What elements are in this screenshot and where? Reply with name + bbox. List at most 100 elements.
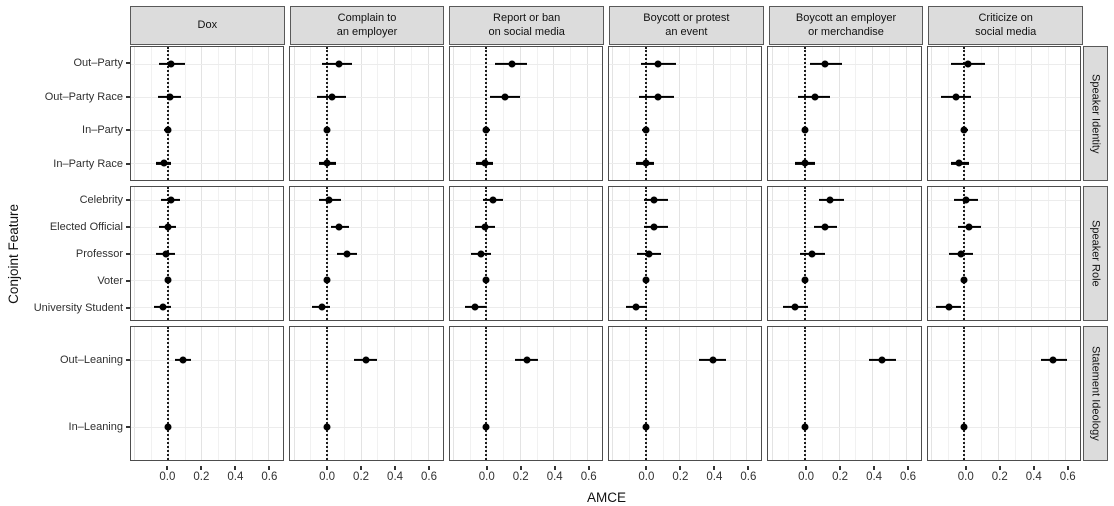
facet-row-strip-label: Statement Ideology — [1089, 346, 1102, 441]
zero-reference-line — [326, 327, 329, 460]
x-tick-mark — [200, 466, 203, 470]
x-tick-mark — [326, 466, 329, 470]
point-estimate — [343, 250, 351, 257]
x-tick-label: 0.0 — [159, 471, 176, 483]
minor-gridline — [888, 327, 890, 460]
point-estimate — [801, 159, 809, 167]
row-gridline — [768, 253, 921, 255]
panel — [130, 186, 285, 321]
panel — [448, 46, 603, 181]
panel — [926, 46, 1081, 181]
major-gridline — [612, 327, 614, 460]
major-gridline — [453, 47, 454, 180]
minor-gridline — [1048, 327, 1050, 460]
point-estimate — [964, 60, 972, 68]
row-gridline — [131, 96, 284, 98]
minor-gridline — [855, 327, 857, 460]
row-gridline — [131, 130, 284, 132]
y-axis-label-text: Out–Leaning — [60, 353, 123, 366]
row-gridline — [927, 226, 1080, 228]
panel — [448, 186, 603, 321]
point-estimate — [159, 303, 167, 311]
point-estimate — [328, 93, 336, 101]
minor-gridline — [696, 47, 698, 180]
row-gridline — [131, 253, 284, 255]
point-estimate — [642, 159, 650, 167]
row-gridline — [290, 96, 443, 98]
row-gridline — [608, 360, 762, 362]
x-tick-mark — [360, 466, 363, 470]
row-gridline — [608, 306, 762, 308]
y-axis-labels: Celebrity Elected Official Professor Voter U… — [26, 186, 130, 321]
major-gridline — [1031, 327, 1033, 460]
y-axis-label-text: In–Party — [82, 124, 123, 137]
x-tick-label: 0.2 — [353, 471, 370, 483]
x-tick-label: 0.0 — [957, 471, 974, 483]
row-gridline — [768, 130, 921, 132]
panel — [289, 326, 444, 461]
x-tick-mark — [1066, 466, 1069, 470]
x-tick-mark — [713, 466, 716, 470]
minor-gridline — [981, 47, 983, 180]
major-gridline — [553, 327, 555, 460]
point-estimate — [179, 356, 187, 364]
y-axis-label-text: Voter — [97, 274, 123, 287]
row-gridline — [290, 280, 443, 282]
panel — [130, 46, 285, 181]
x-tick-mark — [805, 466, 808, 470]
facet-column-strip: Complain to an employer — [289, 6, 445, 45]
point-estimate — [482, 423, 490, 431]
zero-reference-line — [326, 187, 329, 320]
x-axis-cell: 0.0 0.2 0.4 0.6 — [290, 466, 445, 489]
row-gridline — [290, 130, 443, 132]
y-axis-label: Elected Official — [50, 221, 130, 233]
zero-reference-line — [326, 47, 329, 180]
point-estimate — [481, 223, 489, 231]
y-axis-label: Celebrity — [80, 194, 130, 206]
x-tick-label: 0.6 — [900, 471, 917, 483]
major-gridline — [712, 47, 714, 180]
major-gridline — [838, 327, 840, 460]
major-gridline — [997, 327, 999, 460]
minor-gridline — [981, 327, 983, 460]
minor-gridline — [218, 327, 220, 460]
minor-gridline — [310, 327, 312, 460]
row-gridline — [608, 130, 762, 132]
row-gridline — [131, 226, 284, 228]
point-estimate — [955, 159, 963, 167]
panel — [130, 326, 285, 461]
zero-reference-line — [485, 327, 488, 460]
x-tick-mark — [873, 466, 876, 470]
major-gridline — [519, 47, 521, 180]
row-gridline — [608, 280, 762, 282]
minor-gridline — [536, 327, 538, 460]
point-estimate — [523, 356, 531, 364]
minor-gridline — [251, 47, 253, 180]
point-estimate — [477, 250, 485, 257]
panel — [289, 46, 444, 181]
y-axis-label: Out–Leaning — [60, 354, 130, 366]
left-spacer — [26, 6, 130, 45]
major-gridline — [1064, 47, 1066, 180]
facet-rows: Out–Party Out–Party Race In–Party In–Party … — [26, 46, 1108, 461]
minor-gridline — [821, 327, 823, 460]
major-gridline — [427, 327, 429, 460]
minor-gridline — [821, 47, 823, 180]
panel — [926, 186, 1081, 321]
point-estimate — [952, 93, 960, 101]
y-tick-mark — [126, 358, 130, 361]
point-estimate — [709, 356, 717, 364]
y-axis-label-text: Elected Official — [49, 220, 123, 233]
major-gridline — [746, 327, 748, 460]
left-spacer — [26, 466, 130, 489]
point-estimate — [164, 223, 172, 231]
point-estimate — [501, 93, 509, 101]
row-gridline — [449, 426, 602, 428]
y-tick-mark — [126, 426, 130, 429]
minor-gridline — [410, 47, 412, 180]
minor-gridline — [410, 327, 412, 460]
major-gridline — [712, 327, 714, 460]
x-tick-mark — [747, 466, 750, 470]
row-gridline — [768, 226, 921, 228]
point-estimate — [167, 196, 175, 204]
